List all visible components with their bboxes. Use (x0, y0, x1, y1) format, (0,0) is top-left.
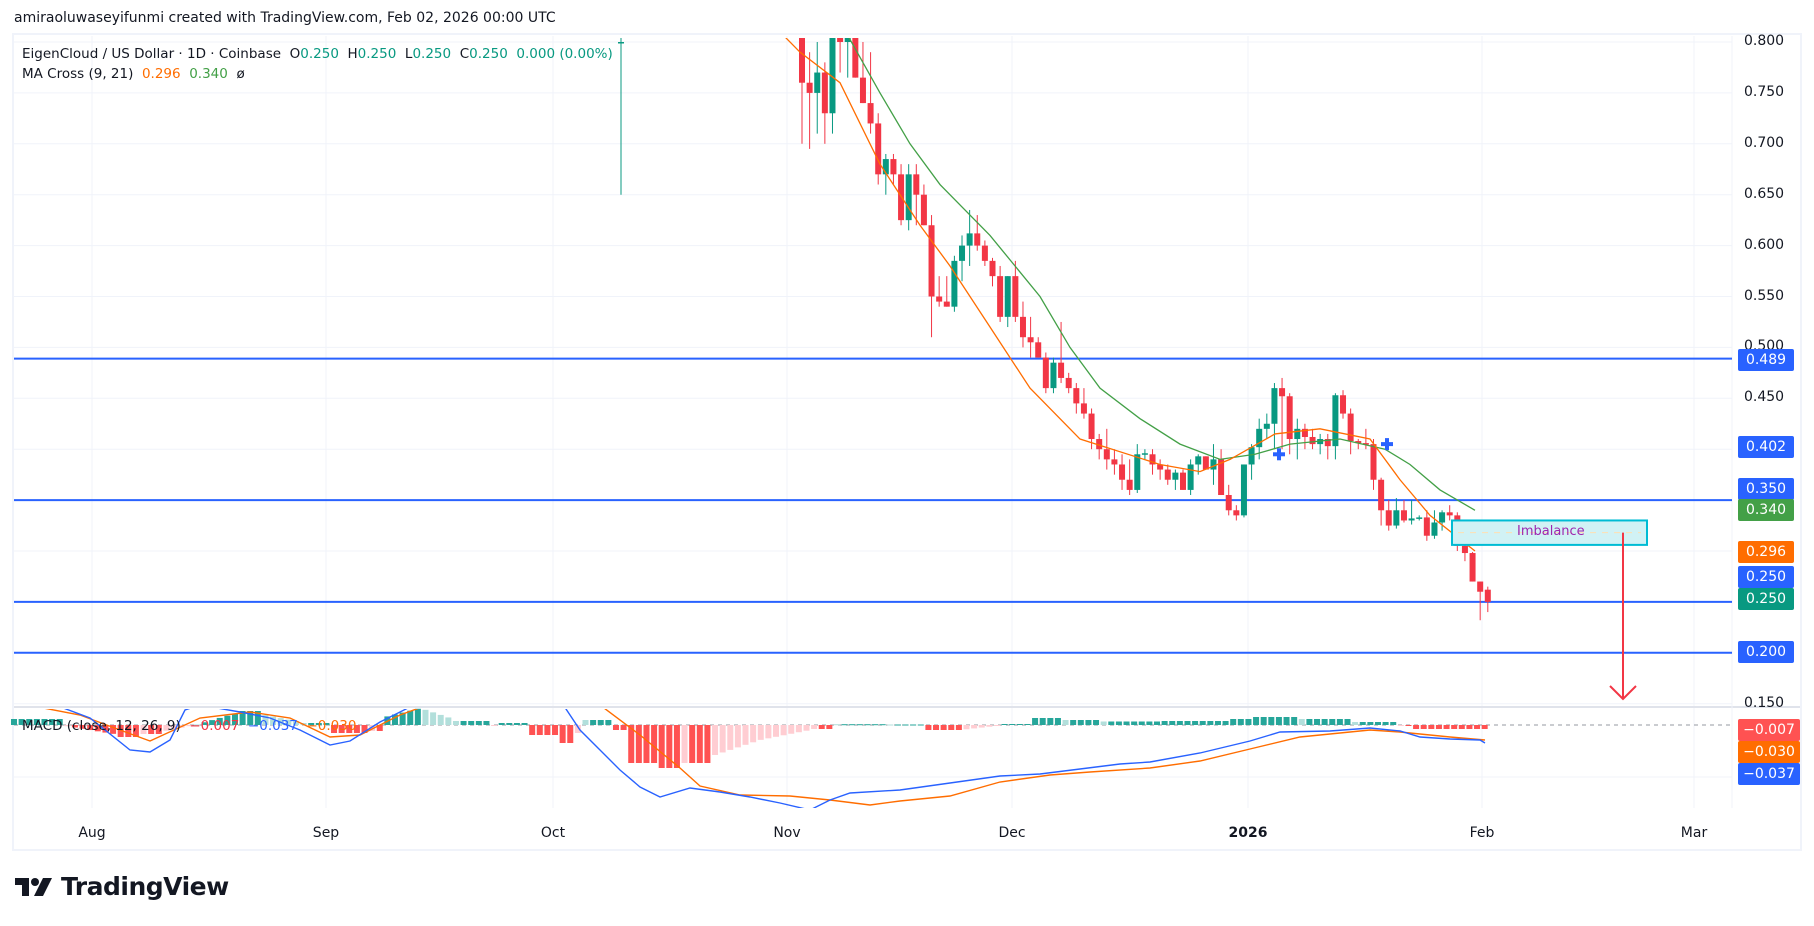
close-label: C (459, 46, 470, 62)
candles (618, 38, 1491, 621)
macd-label-macd-hist-value: −0.007 (1738, 719, 1800, 741)
price-tick: 0.750 (1744, 83, 1785, 100)
price-label-level-0200: 0.200 (1738, 641, 1794, 663)
macd-legend-hist: −0.007 (189, 718, 240, 734)
price-label-level-0250: 0.250 (1738, 566, 1794, 588)
time-tick-sep: Sep (312, 825, 340, 841)
symbol-title[interactable]: EigenCloud / US Dollar · 1D · Coinbase (22, 46, 282, 62)
ma-cross-marker (1381, 438, 1393, 451)
time-tick-oct: Oct (540, 825, 566, 841)
close-value: 0.250 (469, 46, 508, 62)
time-tick-feb: Feb (1469, 825, 1495, 841)
imbalance-label: Imbalance (1517, 523, 1585, 539)
price-tick: 0.150 (1744, 694, 1785, 711)
price-tick: 0.600 (1744, 236, 1785, 253)
macd-label-macd-line-value: −0.037 (1738, 763, 1800, 785)
price-label-level-0350: 0.350 (1738, 478, 1794, 500)
ma-cross-row: MA Cross (9, 21) 0.296 0.340 ø (22, 64, 613, 84)
tradingview-logo: TradingView (15, 872, 229, 901)
ma9-line (785, 38, 1476, 552)
high-label: H (347, 46, 358, 62)
tradingview-logo-icon (15, 877, 52, 896)
price-tick: 0.550 (1744, 287, 1785, 304)
macd-legend-signal: −0.030 (306, 718, 357, 734)
ma21-legend-value: 0.340 (189, 66, 228, 82)
symbol-legend: EigenCloud / US Dollar · 1D · Coinbase O… (22, 44, 613, 84)
macd-histogram (11, 708, 1732, 768)
time-tick-2026: 2026 (1228, 825, 1268, 841)
macd-legend-macd: −0.037 (247, 718, 298, 734)
change-value: 0.000 (0.00%) (516, 46, 613, 62)
time-tick-mar: Mar (1680, 825, 1708, 841)
horizontal-levels[interactable] (14, 357, 1732, 654)
ma21-line (848, 38, 1476, 511)
low-value: 0.250 (412, 46, 452, 62)
macd-line (64, 709, 1486, 808)
price-label-crosshair-0402: 0.402 (1738, 436, 1794, 458)
ma-cross-symbol: ø (236, 66, 245, 82)
time-tick-dec: Dec (998, 825, 1026, 841)
price-label-last-price: 0.250 (1738, 588, 1794, 610)
down-arrow[interactable] (1609, 532, 1637, 701)
price-tick: 0.700 (1744, 134, 1785, 151)
symbol-ohlc-row: EigenCloud / US Dollar · 1D · Coinbase O… (22, 44, 613, 64)
open-value: 0.250 (300, 46, 339, 62)
tradingview-wordmark: TradingView (61, 872, 229, 901)
price-tick: 0.800 (1744, 33, 1785, 49)
price-label-ma21-value: 0.340 (1738, 499, 1794, 521)
macd-signal-line (44, 709, 1486, 806)
price-label-level-0489: 0.489 (1738, 349, 1794, 371)
chart-credit: amiraoluwaseyifunmi created with Trading… (14, 10, 556, 26)
chart-frame (12, 33, 1802, 851)
low-label: L (404, 46, 413, 62)
time-tick-nov: Nov (773, 825, 801, 841)
price-tick: 0.450 (1744, 389, 1785, 406)
ma-cross-label[interactable]: MA Cross (9, 21) (22, 66, 134, 82)
price-label-ma9-value: 0.296 (1738, 541, 1794, 563)
ma9-legend-value: 0.296 (141, 66, 181, 82)
open-label: O (289, 46, 301, 62)
macd-label-macd-signal-value: −0.030 (1738, 741, 1800, 763)
price-tick: 0.650 (1744, 185, 1785, 202)
macd-legend: MACD (close, 12, 26, 9) −0.007 −0.037 −0… (22, 718, 356, 734)
time-tick-aug: Aug (78, 825, 106, 841)
macd-legend-label[interactable]: MACD (close, 12, 26, 9) (22, 718, 181, 734)
ma-cross-marker (1273, 448, 1285, 461)
high-value: 0.250 (357, 46, 397, 62)
grid (14, 36, 1732, 808)
